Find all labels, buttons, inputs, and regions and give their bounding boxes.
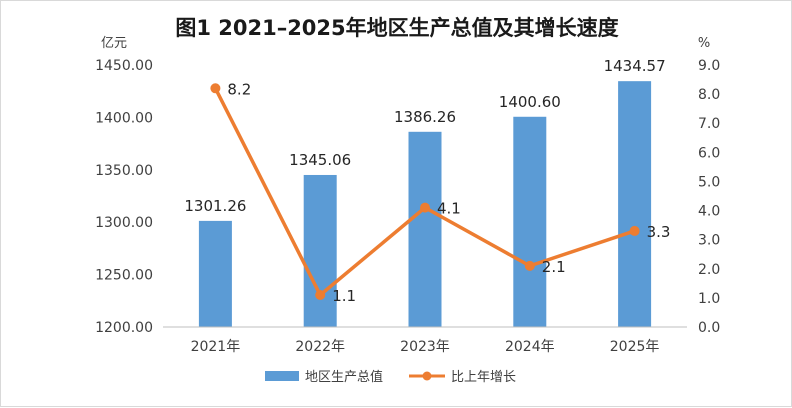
bar-data-label: 1345.06	[289, 151, 351, 169]
left-axis-unit: 亿元	[101, 36, 127, 51]
line-point	[524, 260, 535, 271]
line-point	[420, 202, 430, 213]
legend-line-label: 比上年增长	[451, 370, 516, 385]
bar	[303, 174, 337, 327]
bar	[618, 81, 652, 327]
right-axis-ticks: 0.0 1.0 2.0 3.0 4.0 5.0 6.0 7.0 8.0 9.0	[698, 58, 720, 336]
line-data-label: 4.1	[437, 200, 461, 218]
bar-data-label: 1434.57	[604, 57, 666, 75]
left-tick-label: 1250.00	[95, 268, 153, 284]
right-tick-label: 8.0	[698, 87, 720, 103]
x-tick-label: 2022年	[295, 339, 345, 355]
right-tick-label: 1.0	[698, 291, 720, 307]
left-tick-label: 1400.00	[95, 110, 153, 126]
left-tick-label: 1350.00	[95, 163, 153, 179]
bar-series: 1301.26 1345.06 1386.26 1400.60 1434.57	[184, 57, 666, 327]
chart-title: 图1 2021–2025年地区生产总值及其增长速度	[175, 16, 618, 40]
legend-bar-swatch	[265, 371, 299, 381]
right-tick-label: 4.0	[698, 204, 720, 220]
legend-bar-label: 地区生产总值	[305, 369, 383, 385]
x-tick-label: 2021年	[191, 339, 241, 355]
bar-data-label: 1386.26	[394, 108, 456, 126]
x-axis-ticks: 2021年 2022年 2023年 2024年 2025年	[191, 339, 660, 355]
right-tick-label: 6.0	[698, 145, 720, 161]
bar-data-label: 1400.60	[499, 93, 561, 111]
x-tick-label: 2023年	[400, 339, 450, 355]
line-data-label: 2.1	[542, 258, 566, 276]
left-tick-label: 1200.00	[95, 320, 153, 336]
line-data-label: 3.3	[647, 223, 671, 241]
bar	[513, 116, 547, 327]
left-tick-label: 1300.00	[95, 215, 153, 231]
right-tick-label: 0.0	[698, 320, 720, 336]
right-tick-label: 5.0	[698, 174, 720, 190]
line-data-label: 8.2	[227, 80, 251, 98]
x-tick-label: 2024年	[505, 339, 555, 355]
right-tick-label: 2.0	[698, 262, 720, 278]
line-series: 8.2 1.1 4.1 2.1 3.3	[210, 80, 670, 305]
line-data-label: 1.1	[332, 287, 356, 305]
line-point	[210, 83, 221, 94]
x-tick-label: 2025年	[610, 339, 660, 355]
left-axis-ticks: 1200.00 1250.00 1300.00 1350.00 1400.00 1450.…	[95, 58, 153, 336]
line-point	[315, 289, 326, 300]
bar	[408, 131, 442, 327]
bar-data-label: 1301.26	[184, 197, 246, 215]
line-point	[629, 225, 640, 236]
left-tick-label: 1450.00	[95, 58, 153, 74]
right-tick-label: 9.0	[698, 58, 720, 74]
right-axis-unit: %	[698, 36, 710, 51]
legend: 地区生产总值 比上年增长	[265, 369, 516, 385]
legend-line-marker	[422, 371, 432, 381]
right-tick-label: 3.0	[698, 233, 720, 249]
right-tick-label: 7.0	[698, 116, 720, 132]
bar	[198, 220, 232, 327]
